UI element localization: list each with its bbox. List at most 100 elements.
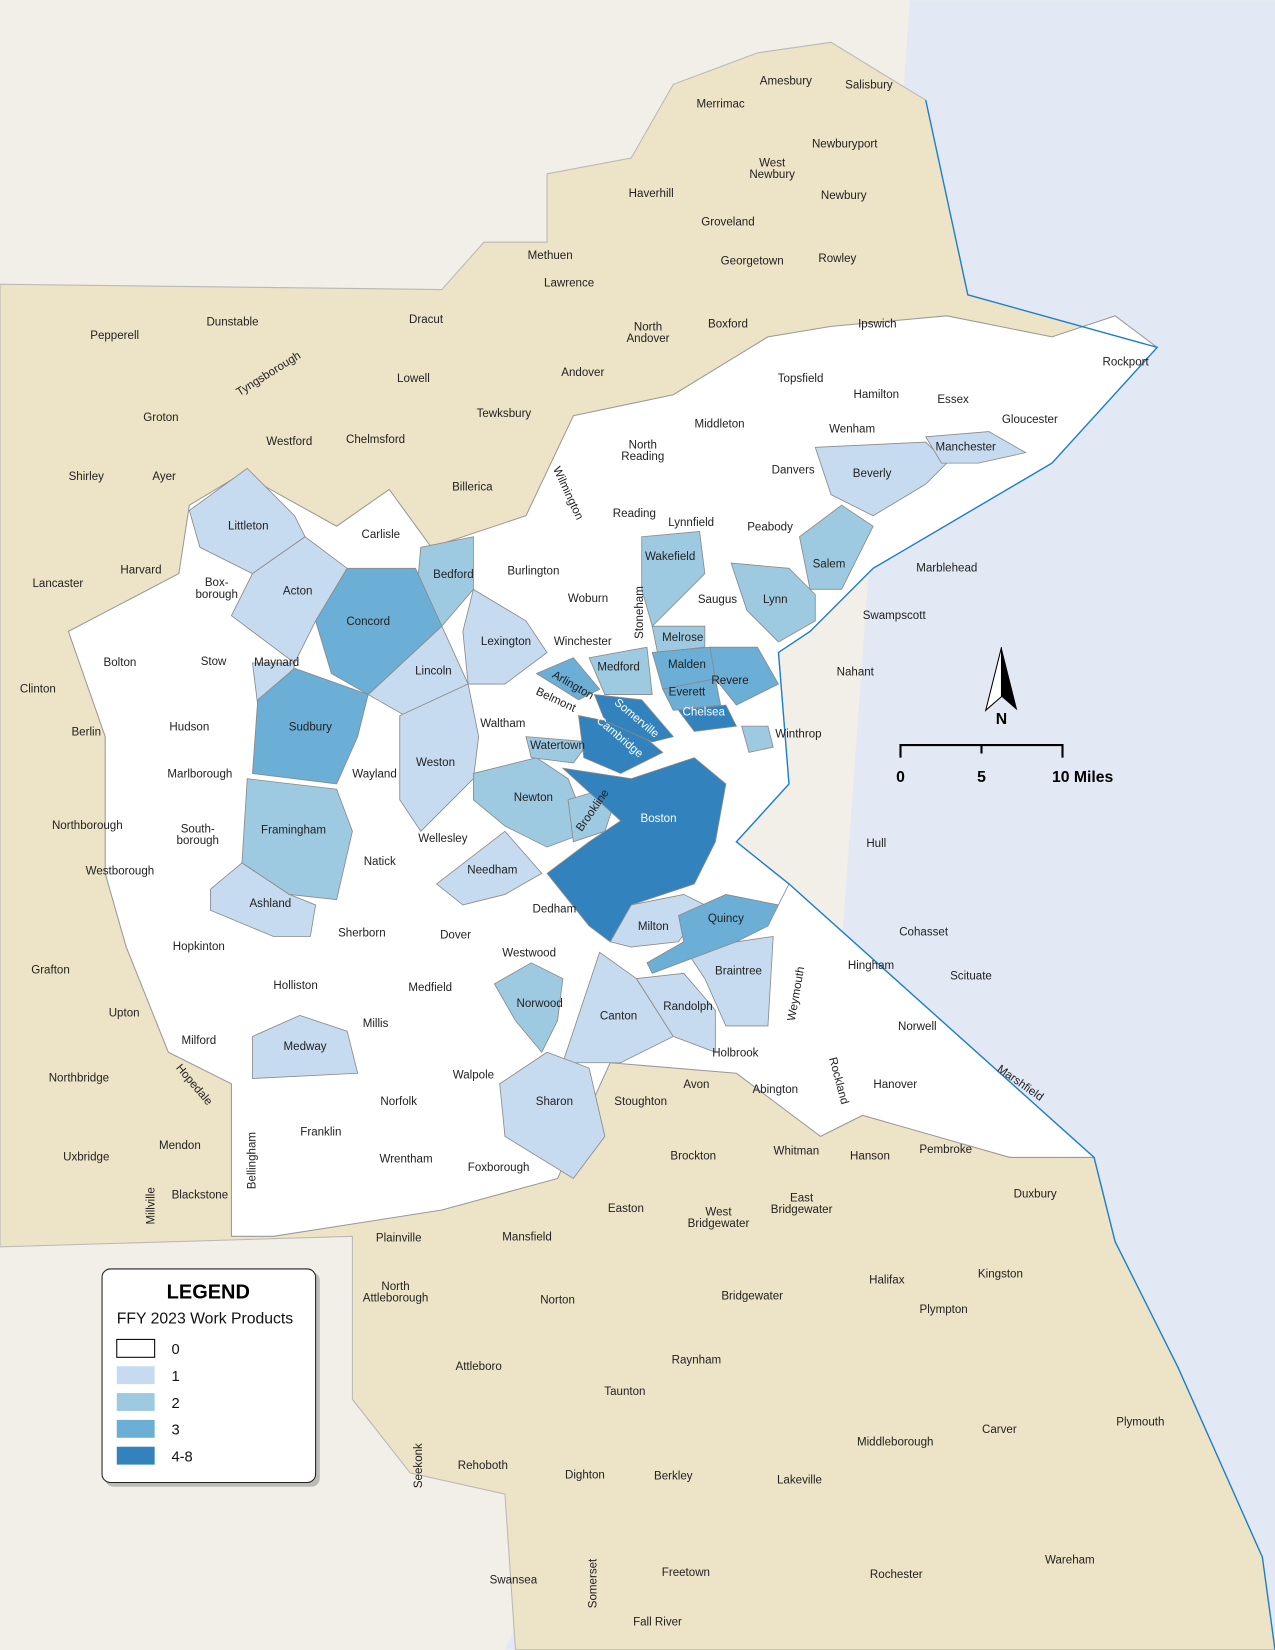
town-label: Lynn [763,594,788,606]
town-shape-needham [435,830,543,906]
town-label: Dedham [533,903,577,915]
town-label: Newbury [821,190,867,202]
town-label: Fall River [633,1617,682,1629]
town-label: Medway [284,1041,327,1053]
town-label: Randolph [663,1001,713,1013]
town-label: Littleton [228,520,269,532]
town-label: Melrose [662,632,703,644]
town-shape-randolph [635,972,716,1053]
town-label: Hanson [850,1151,890,1163]
town-label: Norton [540,1295,575,1307]
town-label: Freetown [662,1567,710,1579]
town-label: Haverhill [629,188,674,200]
town-label: Milton [638,921,669,933]
town-label: Dracut [409,314,444,326]
town-label: Lowell [397,373,430,385]
town-label: Lynnfield [668,517,714,529]
town-label: East Bridgewater [771,1193,833,1217]
town-label: Malden [668,659,706,671]
legend-label: 4-8 [171,1449,192,1465]
town-label: Marblehead [916,562,977,574]
town-label: West Newbury [749,157,795,181]
town-label: Northbridge [49,1073,109,1085]
north-arrow-icon-fill [1001,647,1018,711]
town-label: Lincoln [415,666,452,678]
town-label: Salem [813,558,846,570]
town-label: Beverly [853,468,892,480]
town-label: Bolton [104,657,137,669]
town-label: Braintree [715,965,762,977]
shaded-towns [188,431,1027,1180]
town-shape-arlington [535,657,601,701]
town-label: Seekonk [413,1443,425,1488]
town-label: Wayland [352,769,397,781]
town-label: Rehoboth [458,1460,508,1472]
town-label: Hingham [848,960,894,972]
scale-tick-5: 5 [977,769,986,786]
town-labels: Amesbury Salisbury Merrimac West Newbury Newb… [20,75,1165,1628]
town-label: Berlin [71,727,101,739]
town-label: Sherborn [338,928,386,940]
town-label: Westford [266,436,312,448]
town-label: Mendon [159,1140,201,1152]
town-label: Georgetown [721,255,784,267]
town-label: Dighton [565,1469,605,1481]
town-label: Methuen [528,250,573,262]
town-label: Taunton [604,1386,645,1398]
town-label: Billerica [452,481,493,493]
legend-title: LEGEND [167,1281,250,1303]
town-label: Hopkinton [173,941,225,953]
town-label: Grafton [31,964,70,976]
town-shape-melrose [651,625,706,653]
town-label: Northborough [52,820,123,832]
legend-swatch [116,1419,155,1438]
town-label: Everett [669,687,706,699]
town-shape-boston [546,757,727,943]
town-label: Rowley [818,253,856,265]
town-label: Topsfield [778,373,824,385]
town-shape-newton [472,757,590,848]
town-label: North Andover [626,322,669,346]
legend-label: 3 [171,1423,179,1439]
town-label: Raynham [672,1355,722,1367]
town-label: Reading [613,508,656,520]
town-label: Easton [608,1203,644,1215]
north-label: N [996,711,1007,728]
town-shape-manchester [925,431,1027,464]
town-label: Merrimac [697,99,745,111]
town-label: Norfolk [380,1096,417,1108]
town-label: Clinton [20,683,56,695]
legend-label: 2 [171,1396,179,1412]
town-label: Franklin [300,1126,341,1138]
town-label: Bedford [433,569,474,581]
town-label: Scituate [950,971,992,983]
town-label: Rockport [1102,356,1149,368]
town-label: Peabody [747,521,793,533]
town-label: Middleton [694,418,744,430]
town-label: Norwood [517,998,563,1010]
town-label: Wareham [1045,1554,1095,1566]
town-label: Needham [467,864,517,876]
town-shape-revere [709,646,780,706]
town-label: Salisbury [845,80,893,92]
town-label: Marlborough [167,769,232,781]
town-label: Whitman [774,1145,820,1157]
town-shape-norwood [493,962,564,1053]
legend-swatch [116,1446,155,1465]
town-label: Hanover [873,1079,917,1091]
legend-label: 1 [171,1369,179,1385]
town-label: Plainville [376,1233,422,1245]
town-label: Attleboro [456,1361,502,1373]
town-label: Stoughton [614,1096,667,1108]
town-label: North Reading [621,439,664,463]
town-shape-watertown [525,736,590,764]
town-label: Lakeville [777,1475,822,1487]
town-label: Weston [416,757,455,769]
town-shape-somerville [593,694,675,743]
town-label: North Attleborough [363,1281,429,1305]
town-label: Chelsea [683,707,726,719]
town-label: Danvers [772,465,815,477]
town-label: Kingston [978,1268,1023,1280]
town-label: Winchester [554,636,612,648]
